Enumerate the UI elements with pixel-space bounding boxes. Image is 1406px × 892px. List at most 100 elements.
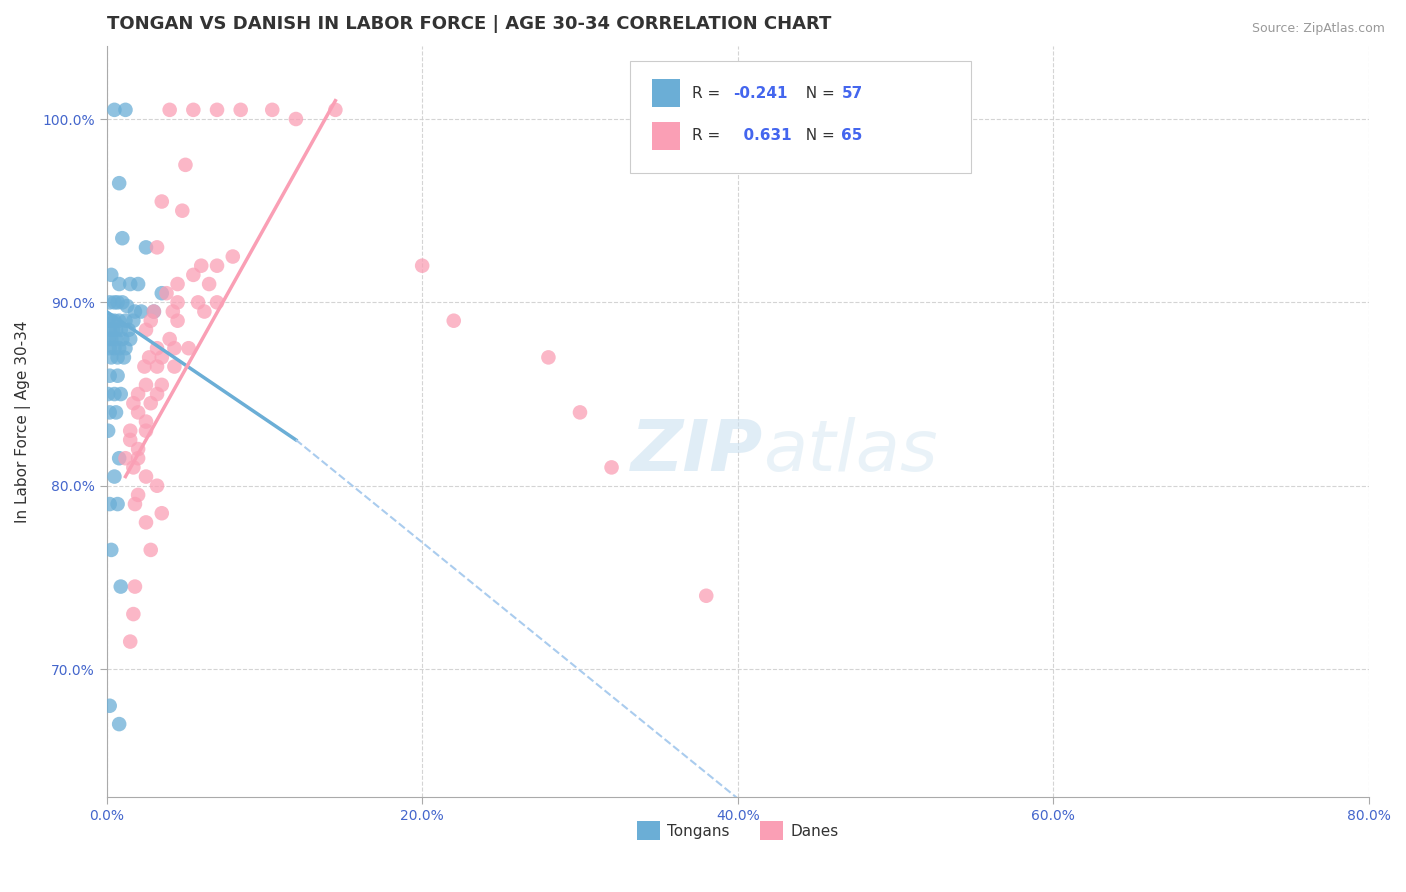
Point — [229, 103, 252, 117]
Point — [205, 259, 228, 273]
Point — [120, 332, 142, 346]
Text: 57: 57 — [841, 86, 862, 101]
Point — [124, 304, 146, 318]
Point — [100, 542, 122, 557]
Point — [166, 277, 188, 291]
Point — [127, 488, 149, 502]
Point — [100, 332, 122, 346]
Text: -0.241: -0.241 — [733, 86, 787, 101]
FancyBboxPatch shape — [652, 78, 679, 107]
Point — [172, 203, 194, 218]
Point — [155, 286, 177, 301]
Point — [115, 299, 138, 313]
Point — [166, 314, 188, 328]
Point — [108, 451, 131, 466]
Point — [110, 323, 132, 337]
Point — [124, 497, 146, 511]
Point — [112, 351, 135, 365]
Point — [127, 387, 149, 401]
Point — [222, 250, 245, 264]
Point — [146, 341, 169, 355]
Point — [166, 295, 188, 310]
Point — [142, 304, 165, 318]
Point — [193, 304, 215, 318]
Point — [443, 314, 465, 328]
Point — [105, 405, 128, 419]
Point — [122, 396, 145, 410]
Point — [103, 387, 125, 401]
Point — [135, 323, 157, 337]
Point — [183, 268, 205, 282]
Point — [98, 341, 121, 355]
Point — [108, 341, 131, 355]
Point — [97, 332, 120, 346]
Point — [120, 277, 142, 291]
Point — [135, 424, 157, 438]
Point — [411, 259, 433, 273]
Point — [187, 295, 209, 310]
Point — [135, 469, 157, 483]
Point — [139, 396, 162, 410]
Point — [114, 341, 136, 355]
Point — [120, 424, 142, 438]
Point — [190, 259, 212, 273]
Point — [103, 103, 125, 117]
Point — [325, 103, 347, 117]
Point — [111, 332, 134, 346]
Point — [122, 460, 145, 475]
Text: R =: R = — [692, 86, 725, 101]
Point — [103, 469, 125, 483]
Point — [100, 351, 122, 365]
Point — [98, 405, 121, 419]
Point — [98, 497, 121, 511]
Point — [150, 506, 173, 520]
Point — [205, 103, 228, 117]
Point — [114, 103, 136, 117]
Point — [108, 717, 131, 731]
Point — [139, 314, 162, 328]
Point — [103, 341, 125, 355]
Point — [135, 415, 157, 429]
Point — [107, 351, 129, 365]
Point — [100, 268, 122, 282]
Point — [111, 295, 134, 310]
Point — [103, 295, 125, 310]
Point — [198, 277, 221, 291]
Point — [162, 304, 184, 318]
Point — [114, 314, 136, 328]
Point — [159, 103, 181, 117]
Point — [105, 323, 128, 337]
Point — [110, 387, 132, 401]
Point — [98, 368, 121, 383]
Point — [537, 351, 560, 365]
Point — [97, 314, 120, 328]
Point — [105, 332, 128, 346]
Text: ZIP: ZIP — [631, 417, 763, 486]
FancyBboxPatch shape — [630, 61, 972, 173]
FancyBboxPatch shape — [652, 121, 679, 150]
Text: R =: R = — [692, 128, 725, 144]
Point — [139, 542, 162, 557]
Point — [177, 341, 200, 355]
Point — [120, 433, 142, 447]
Point — [146, 479, 169, 493]
Point — [262, 103, 284, 117]
Point — [159, 332, 181, 346]
Point — [98, 698, 121, 713]
Text: TONGAN VS DANISH IN LABOR FORCE | AGE 30-34 CORRELATION CHART: TONGAN VS DANISH IN LABOR FORCE | AGE 30… — [107, 15, 831, 33]
Point — [117, 323, 139, 337]
Point — [146, 359, 169, 374]
Point — [97, 424, 120, 438]
Text: 65: 65 — [841, 128, 863, 144]
Point — [111, 231, 134, 245]
Point — [135, 377, 157, 392]
Point — [135, 516, 157, 530]
Text: Source: ZipAtlas.com: Source: ZipAtlas.com — [1251, 22, 1385, 36]
Text: 0.631: 0.631 — [733, 128, 792, 144]
Point — [205, 295, 228, 310]
Point — [107, 295, 129, 310]
Point — [122, 314, 145, 328]
Point — [695, 589, 717, 603]
Point — [146, 387, 169, 401]
Point — [569, 405, 592, 419]
